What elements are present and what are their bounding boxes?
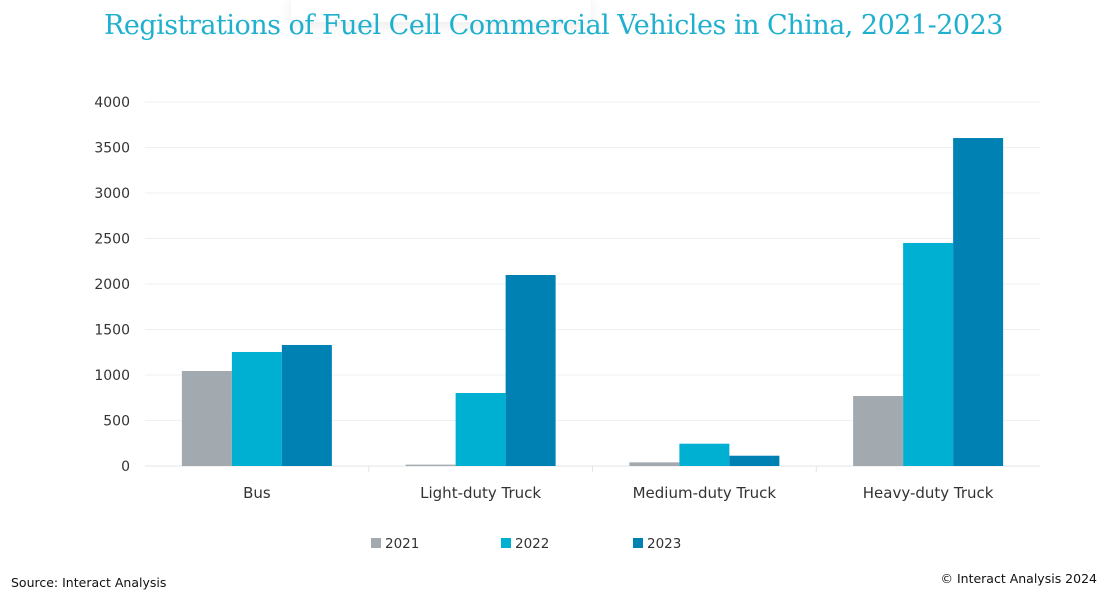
legend-label-2023: 2023 — [647, 536, 681, 552]
y-tick-label: 4000 — [94, 95, 130, 111]
y-tick-label: 1000 — [94, 368, 130, 384]
legend-label-2022: 2022 — [515, 536, 549, 552]
bar-2023-light-duty-truck — [505, 274, 556, 466]
overlay-popup — [291, 0, 591, 22]
y-tick-label: 1500 — [94, 323, 130, 339]
bar-2022-bus — [231, 351, 282, 466]
bar-2021-bus — [181, 370, 232, 466]
bar-2023-heavy-duty-truck — [953, 138, 1004, 466]
bar-2021-medium-duty-truck — [629, 462, 680, 466]
y-tick-label: 2000 — [94, 277, 130, 293]
bar-2022-heavy-duty-truck — [903, 242, 954, 466]
source-note: Source: Interact Analysis — [11, 575, 167, 590]
legend-swatch-2021 — [371, 538, 381, 548]
chart-title: Registrations of Fuel Cell Commercial Ve… — [104, 10, 1003, 41]
bar-2021-light-duty-truck — [405, 464, 456, 466]
legend-label-2021: 2021 — [385, 536, 419, 552]
legend-swatch-2023 — [633, 538, 643, 548]
copyright-note: © Interact Analysis 2024 — [940, 571, 1097, 586]
x-tick-label: Bus — [243, 484, 271, 502]
legend-swatch-2022 — [501, 538, 511, 548]
y-tick-label: 0 — [121, 459, 130, 475]
x-tick-label: Medium-duty Truck — [633, 484, 777, 502]
bar-2021-heavy-duty-truck — [853, 396, 904, 466]
bar-2023-medium-duty-truck — [729, 455, 780, 466]
y-tick-label: 500 — [103, 414, 130, 430]
bar-2022-light-duty-truck — [455, 393, 506, 466]
y-tick-label: 3000 — [94, 186, 130, 202]
x-tick-label: Light-duty Truck — [420, 484, 541, 502]
bar-2022-medium-duty-truck — [679, 443, 730, 466]
y-tick-label: 3500 — [94, 141, 130, 157]
y-tick-label: 2500 — [94, 232, 130, 248]
bar-2023-bus — [281, 344, 332, 466]
x-tick-label: Heavy-duty Truck — [863, 484, 994, 502]
